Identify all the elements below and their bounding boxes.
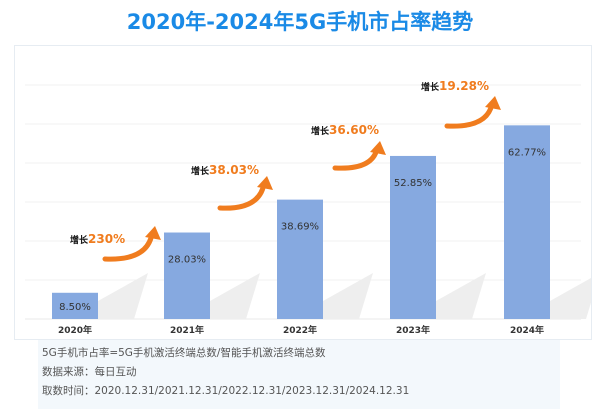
x-tick-label: 2021年	[170, 324, 204, 336]
arrow-head-icon	[257, 176, 273, 190]
arrow-head-icon	[145, 226, 161, 240]
date-note: 取数时间：2020.12.31/2021.12.31/2022.12.31/20…	[42, 385, 410, 397]
bar	[52, 292, 98, 319]
value-label: 38.69%	[281, 222, 319, 233]
growth-arrow	[217, 181, 267, 211]
source-note: 数据来源：每日互动	[42, 366, 137, 378]
bar-shadow	[436, 273, 486, 319]
growth-label: 增长36.60%	[311, 123, 379, 137]
value-label: 28.03%	[168, 255, 206, 266]
x-tick-label: 2020年	[58, 324, 92, 336]
chart-title: 2020年-2024年5G手机市占率趋势	[126, 10, 474, 34]
arrow-head-icon	[370, 141, 386, 155]
chart-area: 8.50% 2020年 28.03% 2021年 38.69% 2022年 52.85% 20…	[14, 45, 592, 340]
bar	[390, 155, 436, 319]
growth-label: 增长230%	[70, 232, 125, 246]
value-label: 62.77%	[508, 147, 546, 158]
footnote: 5G手机市占率=5G手机激活终端总数/智能手机激活终端总数 数据来源：每日互动 …	[38, 340, 560, 409]
growth-arrow	[102, 231, 155, 262]
bar-shadow	[550, 278, 591, 319]
growth-label: 增长19.28%	[421, 79, 489, 93]
bar-shadow	[98, 273, 148, 319]
bar	[277, 199, 323, 319]
arrow-head-icon	[485, 96, 501, 110]
growth-label: 增长38.03%	[191, 163, 259, 177]
value-label: 52.85%	[394, 178, 432, 189]
x-tick-label: 2024年	[510, 324, 544, 336]
bar	[164, 232, 210, 319]
bar-shadow	[323, 273, 373, 319]
x-tick-label: 2023年	[396, 324, 430, 336]
growth-arrow	[444, 101, 495, 129]
x-tick-label: 2022年	[283, 324, 317, 336]
bar	[504, 125, 550, 319]
bar-shadow	[210, 273, 260, 319]
bar-chart: 8.50% 2020年 28.03% 2021年 38.69% 2022年 52.85% 20…	[25, 79, 591, 336]
value-label: 8.50%	[59, 302, 91, 313]
formula-note: 5G手机市占率=5G手机激活终端总数/智能手机激活终端总数	[42, 347, 326, 359]
